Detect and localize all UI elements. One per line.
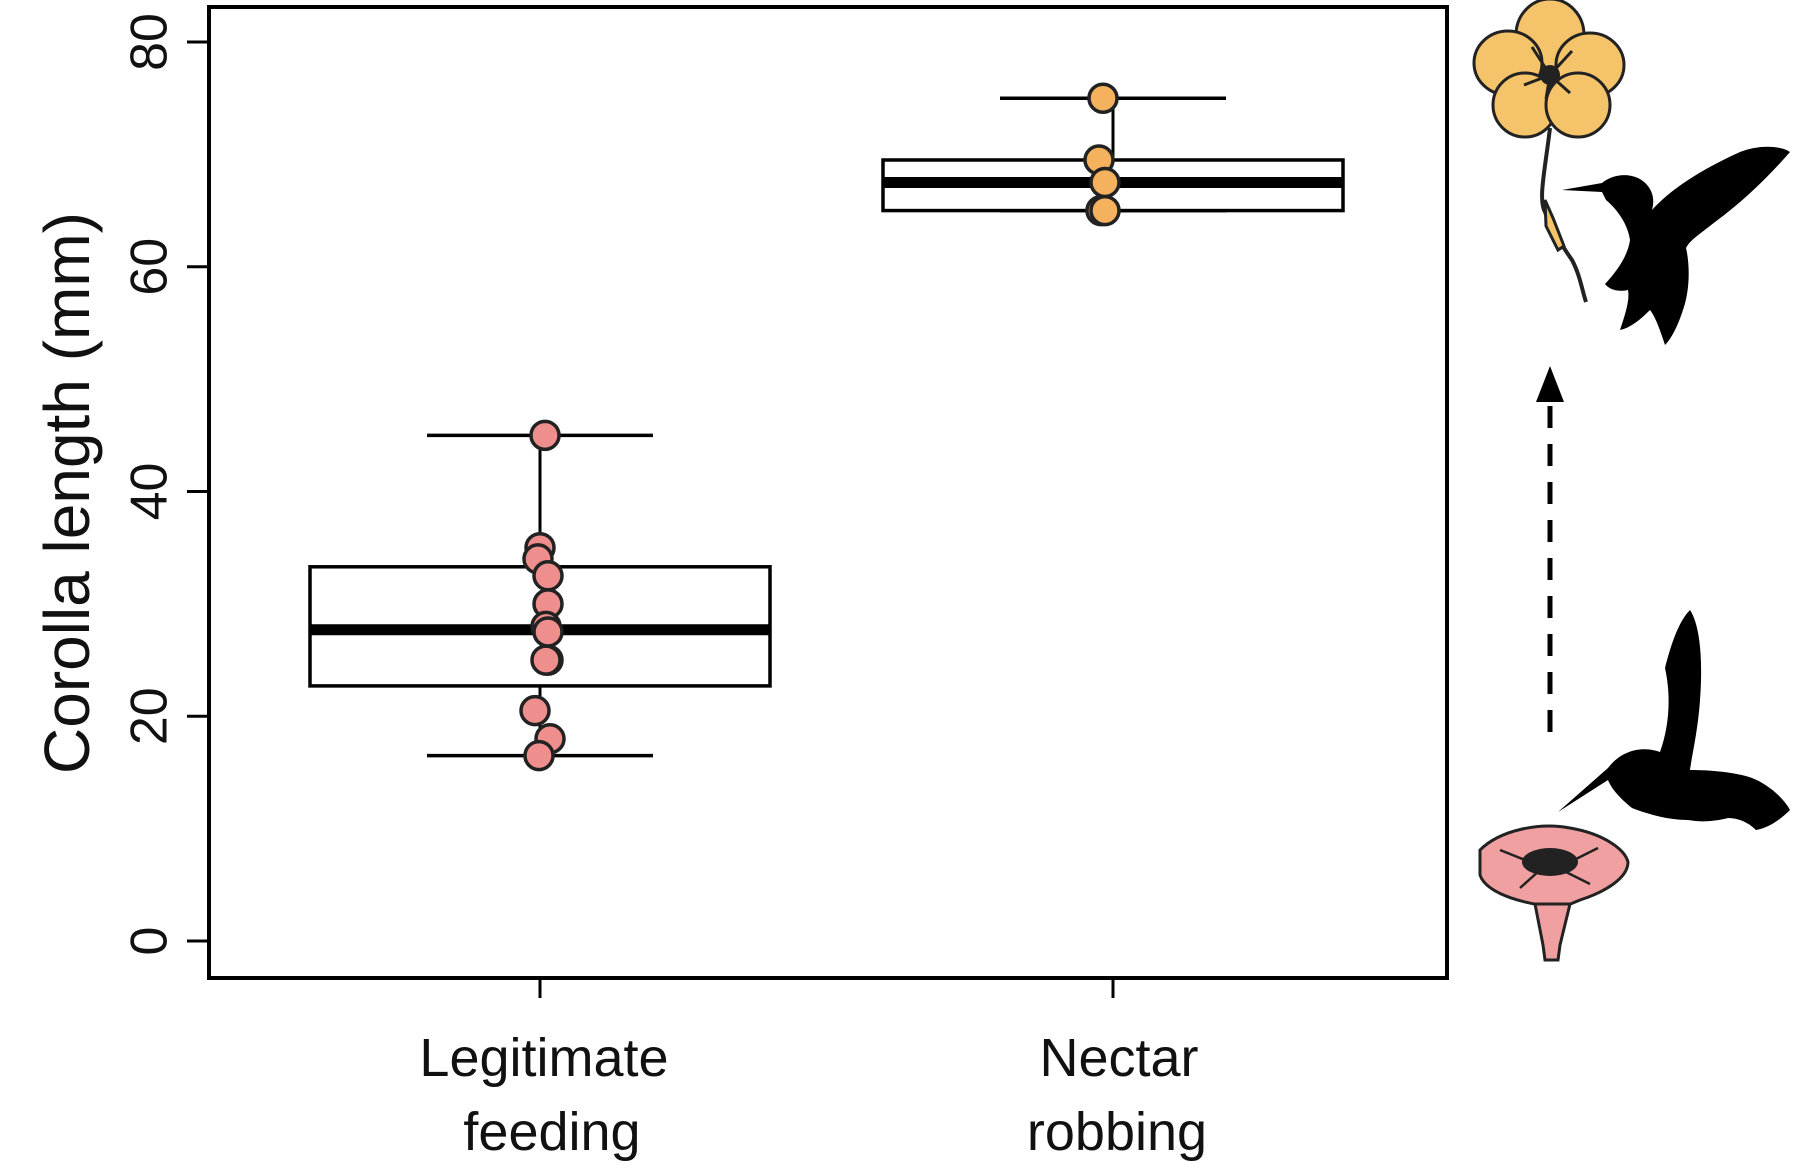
data-point	[519, 694, 551, 727]
data-point	[523, 739, 555, 772]
y-tick-label: 20	[121, 687, 179, 745]
petal	[1544, 71, 1612, 139]
x-label-legitimate-line1: Legitimate	[419, 1028, 668, 1088]
box-group-nectar-robbing	[881, 82, 1345, 227]
data-point	[532, 560, 564, 592]
hummingbird-icon	[1558, 610, 1790, 830]
x-label-nectar-line1: Nectar	[1039, 1028, 1198, 1088]
data-point	[530, 644, 562, 676]
box-group-legitimate-feeding	[308, 419, 772, 772]
data-point	[1087, 82, 1119, 114]
boxes	[308, 82, 1345, 772]
x-label-legitimate-line2: feeding	[463, 1102, 640, 1162]
pink-trumpet-flower-icon	[1478, 824, 1630, 962]
hummingbird-icon	[1562, 146, 1790, 345]
y-tick-label: 40	[121, 463, 179, 521]
data-point	[1089, 166, 1121, 199]
y-axis-title: Corolla length (mm)	[31, 212, 103, 774]
illustrations	[1472, 0, 1790, 962]
data-point	[529, 419, 561, 452]
y-ticks: 0 20 40 60 80	[121, 13, 209, 955]
y-tick-label: 80	[121, 13, 179, 71]
data-point	[532, 616, 564, 648]
yellow-flower-icon	[1472, 0, 1626, 303]
x-label-nectar-line2: robbing	[1027, 1102, 1207, 1162]
dashed-up-arrow-icon	[1536, 366, 1564, 732]
y-tick-label: 0	[121, 927, 179, 956]
plot-frame	[207, 5, 1449, 980]
y-tick-label: 60	[121, 238, 179, 296]
data-point	[1089, 194, 1121, 227]
x-category-labels: Legitimate feeding Nectar robbing	[419, 978, 1207, 1162]
